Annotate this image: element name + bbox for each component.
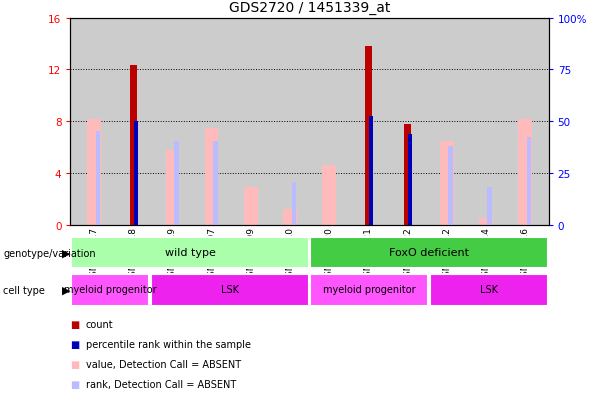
Bar	[71, 237, 309, 269]
Bar	[213, 141, 218, 225]
Bar	[87, 119, 101, 225]
Bar	[205, 128, 218, 225]
Bar	[408, 135, 413, 225]
Text: rank, Detection Call = ABSENT: rank, Detection Call = ABSENT	[86, 379, 236, 389]
Title: GDS2720 / 1451339_at: GDS2720 / 1451339_at	[229, 1, 390, 15]
Text: cell type: cell type	[3, 285, 45, 295]
Bar	[404, 124, 411, 225]
Bar	[322, 166, 336, 225]
Text: ■: ■	[70, 359, 80, 369]
Bar	[130, 66, 137, 225]
Bar	[430, 274, 548, 306]
Bar	[527, 137, 531, 225]
Bar	[369, 116, 373, 225]
Text: LSK: LSK	[221, 285, 239, 294]
Bar	[440, 141, 454, 225]
Bar	[292, 183, 296, 225]
Text: ■: ■	[70, 319, 80, 329]
Text: LSK: LSK	[480, 285, 498, 294]
Bar	[96, 132, 101, 225]
Bar	[310, 237, 548, 269]
Text: ▶: ▶	[62, 248, 70, 258]
Bar	[244, 188, 257, 225]
Bar	[479, 218, 493, 225]
Text: percentile rank within the sample: percentile rank within the sample	[86, 339, 251, 349]
Bar	[487, 188, 492, 225]
Bar	[166, 150, 179, 225]
Text: count: count	[86, 319, 113, 329]
Text: ▶: ▶	[62, 285, 70, 295]
Bar	[448, 146, 453, 225]
Text: myeloid progenitor: myeloid progenitor	[64, 285, 157, 294]
Text: ■: ■	[70, 379, 80, 389]
Bar	[283, 210, 297, 225]
Bar	[310, 274, 428, 306]
Text: value, Detection Call = ABSENT: value, Detection Call = ABSENT	[86, 359, 241, 369]
Text: genotype/variation: genotype/variation	[3, 248, 96, 258]
Text: ■: ■	[70, 339, 80, 349]
Bar	[151, 274, 309, 306]
Bar	[365, 47, 372, 225]
Bar	[174, 141, 178, 225]
Text: wild type: wild type	[165, 247, 215, 257]
Text: FoxO deficient: FoxO deficient	[389, 247, 469, 257]
Text: myeloid progenitor: myeloid progenitor	[323, 285, 416, 294]
Bar	[134, 122, 138, 225]
Bar	[518, 119, 532, 225]
Bar	[71, 274, 150, 306]
